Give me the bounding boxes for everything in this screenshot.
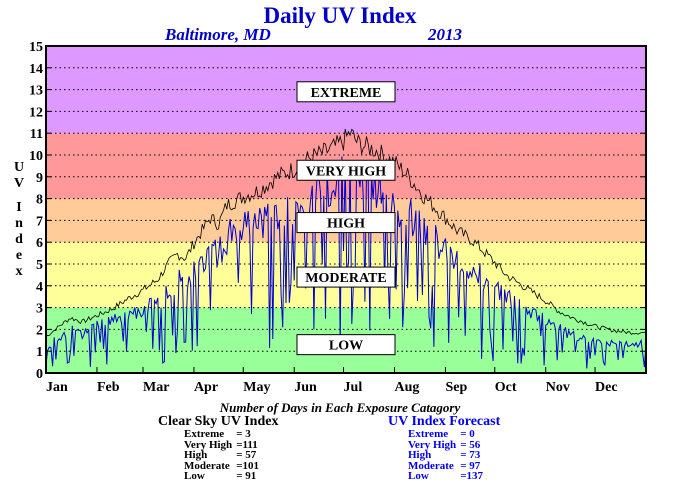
clear-sky-series-line [45, 128, 647, 338]
y-tick-label: 0 [36, 367, 43, 382]
y-tick-label: 1 [36, 345, 43, 360]
band-label-box [296, 212, 396, 234]
clear-sky-table: Extreme = 3 Very High =111 High = 57 Modera… [184, 429, 259, 482]
row-value: =111 [236, 438, 258, 451]
row-label: Very High [184, 438, 233, 451]
y-axis-label-letter: I [16, 200, 22, 215]
table-row: Low =137 [408, 471, 483, 482]
row-label: High [408, 449, 432, 461]
gridlines [46, 67, 646, 352]
band-label-box [296, 266, 396, 288]
x-tick-label: Nov [546, 380, 570, 395]
table-row: Very High = 56 [408, 438, 483, 451]
row-label: Moderate [184, 459, 230, 472]
y-tick-label: 7 [36, 214, 43, 229]
y-tick-label: 14 [29, 62, 43, 77]
forecast-panel: UV Index Forecast Extreme = 0 Very High = … [388, 414, 500, 482]
plot-frame [45, 45, 647, 374]
row-value: = 56 [460, 438, 481, 451]
row-label: Moderate [408, 459, 454, 472]
band-label: VERY HIGH [306, 164, 386, 179]
table-row: Moderate = 97 [408, 459, 483, 472]
table-row: Extreme = 0 [408, 429, 483, 440]
band-label-box [296, 334, 396, 356]
table-row: High = 73 [408, 450, 483, 461]
row-label: Low [408, 470, 429, 482]
x-tick-label: Oct [495, 380, 517, 395]
x-tick-label: Mar [143, 380, 169, 395]
band-label-box [296, 81, 396, 103]
subtitle-location: Baltimore, MD [165, 25, 271, 44]
row-value: = 57 [236, 449, 257, 461]
y-axis-label-letter: U [13, 160, 25, 175]
y-axis-label-letter: x [15, 264, 23, 279]
row-value: = 73 [460, 449, 481, 461]
y-tick-label: 12 [29, 105, 43, 120]
band-labels: LOW MODERATE HIGH VERY HIGH EXTREME [296, 81, 396, 356]
row-label: Extreme [184, 428, 225, 440]
x-tick-label: Aug [394, 380, 419, 395]
y-tick-label: 11 [30, 127, 43, 142]
counts-title: Number of Days in Each Exposure Catagory [219, 400, 461, 415]
y-tick-label: 2 [36, 323, 43, 338]
forecast-title: UV Index Forecast [388, 414, 501, 429]
y-axis-label-letter: n [15, 216, 23, 231]
table-row: Low = 91 [184, 471, 259, 482]
x-tick-label: May [243, 380, 270, 395]
forecast-table: Extreme = 0 Very High = 56 High = 73 Modera… [408, 429, 483, 482]
row-value: = 0 [460, 428, 475, 440]
row-value: =137 [460, 470, 483, 482]
row-label: Low [184, 470, 205, 482]
y-tick-label: 15 [29, 40, 43, 55]
y-tick-label: 3 [36, 302, 43, 317]
band-label: EXTREME [311, 86, 382, 101]
table-row: Very High =111 [184, 438, 259, 451]
row-value: =101 [236, 459, 259, 472]
clear-sky-title: Clear Sky UV Index [158, 414, 279, 429]
y-axis-label-letter: d [15, 232, 23, 247]
subtitle-year: 2013 [428, 25, 462, 44]
x-tick-label: Dec [595, 380, 618, 395]
band-label-box [296, 159, 396, 181]
table-row: Moderate =101 [184, 459, 259, 472]
row-label: Very High [408, 438, 457, 451]
y-tick-label: 5 [36, 258, 43, 273]
x-tick-label: Apr [194, 380, 218, 395]
y-axis-label-letter: V [13, 176, 25, 191]
x-tick-label: Jul [344, 380, 363, 395]
row-value: = 97 [460, 459, 481, 472]
y-tick-label: 6 [36, 236, 43, 251]
x-axis-ticks: Jan Feb Mar Apr May Jun Jul Aug Sep Oct Nov Dec [45, 367, 618, 395]
band-label: LOW [329, 339, 363, 354]
table-row: High = 57 [184, 450, 259, 461]
y-tick-label: 10 [29, 149, 43, 164]
y-tick-label: 8 [36, 193, 43, 208]
band-label: HIGH [327, 217, 365, 232]
x-tick-label: Sep [445, 380, 467, 395]
y-tick-label: 9 [36, 171, 43, 186]
x-tick-label: Feb [97, 380, 120, 395]
chart-title: Daily UV Index [263, 3, 417, 28]
band-label: MODERATE [305, 271, 386, 286]
row-label: Extreme [408, 428, 449, 440]
table-row: Extreme = 3 [184, 429, 259, 440]
x-tick-label: Jun [294, 380, 317, 395]
clear-sky-panel: Clear Sky UV Index Extreme = 3 Very High =… [158, 414, 278, 482]
y-tick-label: 13 [29, 84, 43, 99]
y-tick-label: 4 [36, 280, 43, 295]
row-value: = 3 [236, 428, 251, 440]
row-label: High [184, 449, 208, 461]
y-axis-label-letter: e [15, 248, 23, 263]
x-tick-label: Jan [46, 380, 68, 395]
row-value: = 91 [236, 470, 257, 482]
